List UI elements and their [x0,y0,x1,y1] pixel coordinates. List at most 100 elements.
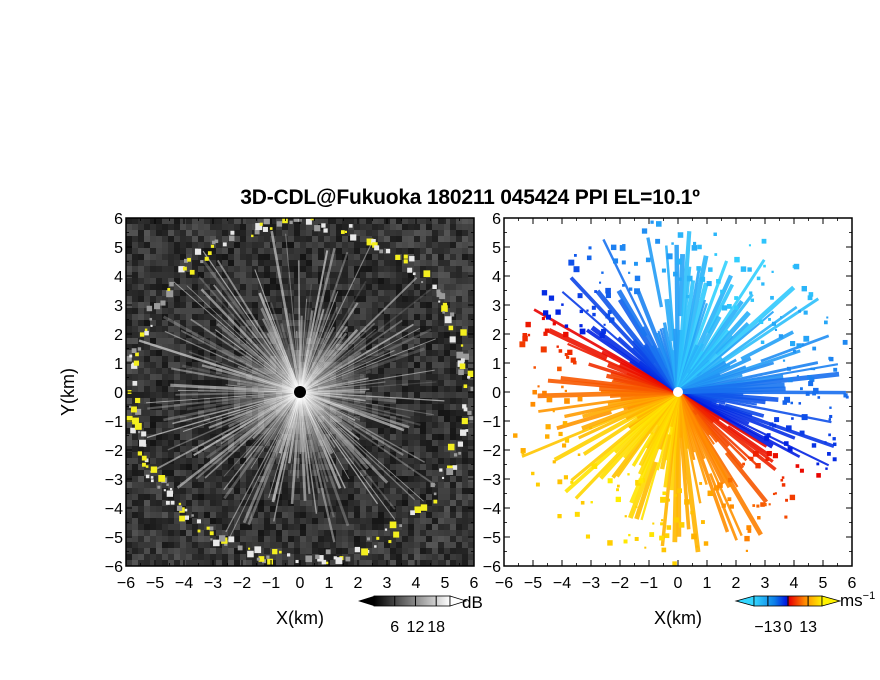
snr-edge-echo [189,269,195,275]
snr-pixel [240,386,246,392]
snr-pixel [264,296,270,302]
snr-pixel [348,476,354,482]
snr-pixel [336,308,342,314]
velocity-echo [666,253,673,260]
snr-pixel [258,266,264,272]
snr-pixel [144,278,150,284]
snr-pixel [354,242,360,248]
snr-pixel [156,296,162,302]
snr-pixel [192,518,198,524]
snr-pixel [324,242,330,248]
snr-field-layer [126,218,474,566]
snr-pixel [438,362,444,368]
snr-pixel [150,476,156,482]
snr-pixel [162,242,168,248]
velocity-echo [761,238,767,244]
snr-pixel [234,356,240,362]
snr-pixel [168,446,174,452]
velocity-echo [764,435,770,441]
snr-pixel [342,470,348,476]
snr-pixel [288,560,294,566]
snr-pixel [222,368,228,374]
snr-beam [299,369,372,394]
snr-pixel [168,476,174,482]
snr-pixel [252,464,258,470]
snr-pixel [468,290,474,296]
snr-pixel [192,482,198,488]
snr-pixel [378,272,384,278]
snr-pixel [300,278,306,284]
velocity-colorbar-unit-exponent: −1 [863,590,876,602]
velocity-center-marker [673,387,683,397]
velocity-echo [826,316,829,319]
snr-y-tick-label: −4 [105,501,123,518]
snr-pixel [438,494,444,500]
snr-pixel [132,254,138,260]
snr-pixel [432,278,438,284]
snr-pixel [192,434,198,440]
snr-pixel [372,386,378,392]
snr-pixel [216,224,222,230]
snr-pixel [180,284,186,290]
snr-pixel [414,428,420,434]
snr-pixel [426,350,432,356]
snr-pixel [384,434,390,440]
snr-pixel [150,296,156,302]
snr-pixel [234,218,240,224]
snr-pixel [426,218,432,224]
velocity-echo [634,288,640,295]
snr-pixel [168,254,174,260]
snr-pixel [402,374,408,380]
snr-pixel [336,236,342,242]
snr-pixel [144,452,150,458]
snr-pixel [432,554,438,560]
snr-pixel [360,452,366,458]
snr-pixel [348,428,354,434]
snr-pixel [294,326,300,332]
snr-pixel [444,236,450,242]
snr-pixel [336,296,342,302]
snr-pixel [408,392,414,398]
snr-pixel [378,416,384,422]
snr-edge-echo [211,240,216,245]
snr-pixel [354,422,360,428]
snr-pixel [174,380,180,386]
snr-pixel [246,266,252,272]
snr-pixel [312,512,318,518]
snr-pixel [384,458,390,464]
velocity-echo [801,343,805,347]
snr-pixel [432,290,438,296]
snr-pixel [288,464,294,470]
snr-pixel [456,512,462,518]
snr-pixel [246,380,252,386]
snr-pixel [378,314,384,320]
snr-pixel [282,470,288,476]
snr-colorbar: 6 12 18 dB [358,593,483,636]
snr-pixel [324,290,330,296]
snr-edge-echo [272,548,278,555]
snr-pixel [342,284,348,290]
snr-pixel [138,368,144,374]
snr-pixel [318,500,324,506]
velocity-echo [601,271,604,274]
snr-pixel [150,518,156,524]
snr-pixel [180,350,186,356]
snr-pixel [228,386,234,392]
snr-edge-echo [395,254,401,260]
snr-pixel [144,338,150,344]
snr-pixel [198,218,204,224]
snr-pixel [366,272,372,278]
snr-pixel [354,308,360,314]
snr-pixel [282,494,288,500]
snr-edge-echo [150,324,153,327]
snr-pixel [348,338,354,344]
snr-pixel [138,218,144,224]
snr-edge-echo [452,465,458,470]
snr-pixel [366,458,372,464]
snr-edge-echo [305,555,313,563]
snr-pixel [468,512,474,518]
snr-pixel [228,320,234,326]
snr-edge-echo [137,451,143,456]
snr-pixel [360,320,366,326]
snr-pixel [342,494,348,500]
